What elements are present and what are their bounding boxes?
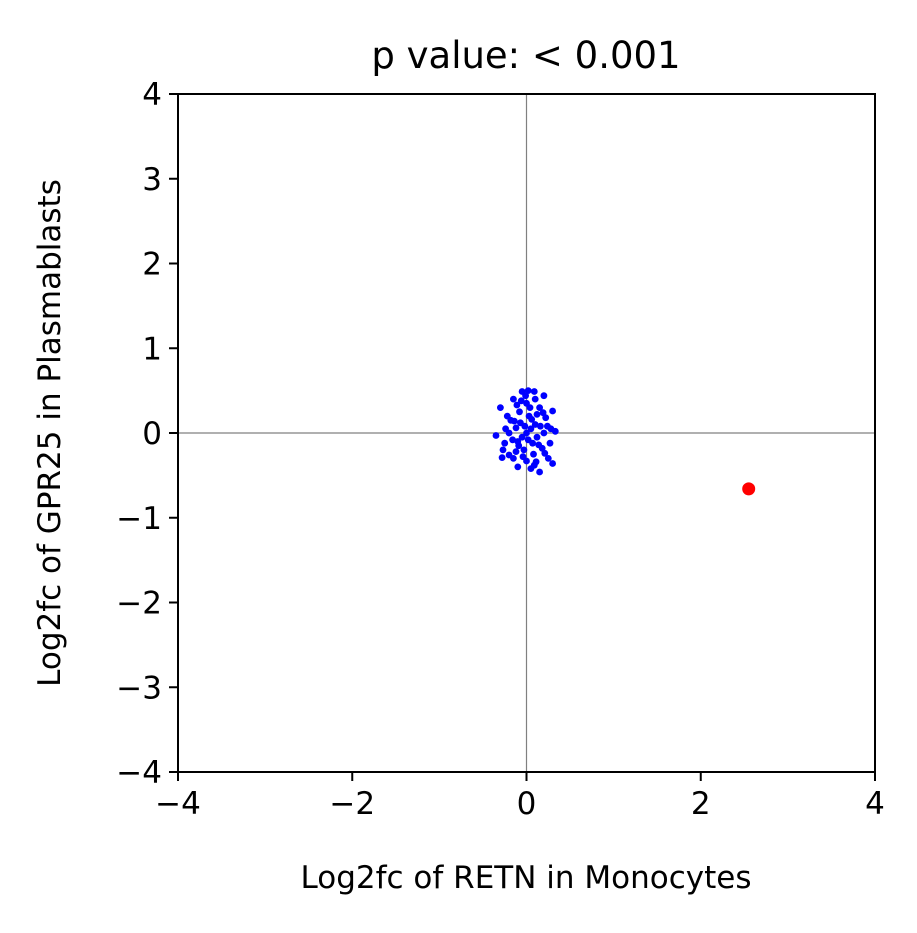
y-tick-label: −2 xyxy=(116,586,162,622)
y-tick-label: 4 xyxy=(142,77,162,113)
data-point xyxy=(521,422,529,430)
data-point xyxy=(524,387,532,394)
x-axis-ticks: −4 −2 0 2 4 xyxy=(155,772,885,822)
data-point xyxy=(549,460,556,467)
y-tick-label: 1 xyxy=(142,331,162,367)
data-point xyxy=(510,455,517,462)
data-point xyxy=(515,442,523,450)
data-point xyxy=(540,392,548,400)
data-point xyxy=(514,463,522,471)
data-point xyxy=(501,439,509,447)
highlighted-data-point xyxy=(742,482,756,496)
data-point xyxy=(510,395,517,403)
x-axis-label: Log2fc of RETN in Monocytes xyxy=(301,860,752,896)
x-tick-label: 0 xyxy=(517,786,537,822)
y-tick-label: −1 xyxy=(116,501,162,537)
data-point xyxy=(528,416,536,423)
y-tick-label: −4 xyxy=(116,755,162,791)
x-tick-label: 4 xyxy=(865,786,885,822)
x-tick-label: −4 xyxy=(155,786,201,822)
data-point xyxy=(492,432,500,439)
data-point xyxy=(540,429,548,437)
x-tick-label: 2 xyxy=(691,786,711,822)
data-point xyxy=(546,439,554,447)
data-point xyxy=(510,417,518,425)
data-point xyxy=(535,441,543,449)
data-point xyxy=(527,425,535,433)
data-point xyxy=(513,401,521,409)
data-point xyxy=(530,450,537,458)
data-point xyxy=(531,421,539,428)
y-tick-label: 0 xyxy=(142,416,162,452)
data-point xyxy=(549,407,556,415)
data-point xyxy=(539,409,547,417)
data-point xyxy=(542,414,550,422)
data-point xyxy=(522,392,529,400)
data-point xyxy=(512,424,520,432)
data-point xyxy=(530,461,538,469)
data-point xyxy=(520,446,528,454)
data-point xyxy=(523,429,530,437)
y-tick-label: 3 xyxy=(142,162,162,198)
y-tick-label: 2 xyxy=(142,247,162,283)
data-point xyxy=(518,433,526,441)
data-point xyxy=(530,388,538,395)
data-point xyxy=(516,408,523,416)
data-points xyxy=(492,387,756,496)
data-point xyxy=(509,436,516,444)
data-point xyxy=(533,411,541,418)
data-point xyxy=(498,454,506,461)
chart-title: p value: < 0.001 xyxy=(371,34,680,77)
data-point xyxy=(499,446,507,454)
x-tick-label: −2 xyxy=(329,786,375,822)
data-point xyxy=(536,468,543,476)
y-tick-label: −3 xyxy=(116,670,162,706)
data-point xyxy=(531,395,539,403)
data-point xyxy=(524,436,532,444)
data-point xyxy=(497,404,504,411)
y-axis-ticks: −4 −3 −2 −1 0 1 2 3 4 xyxy=(116,77,178,791)
data-point xyxy=(544,455,552,462)
data-point xyxy=(519,453,527,461)
data-point xyxy=(502,425,509,433)
data-point xyxy=(537,422,544,430)
data-point xyxy=(517,397,525,405)
data-point xyxy=(526,404,534,411)
y-axis-label: Log2fc of GPR25 in Plasmablasts xyxy=(32,179,68,687)
data-point xyxy=(541,449,549,457)
data-point xyxy=(547,425,555,433)
data-point xyxy=(533,433,541,441)
data-point xyxy=(512,448,520,455)
data-point xyxy=(536,404,543,411)
